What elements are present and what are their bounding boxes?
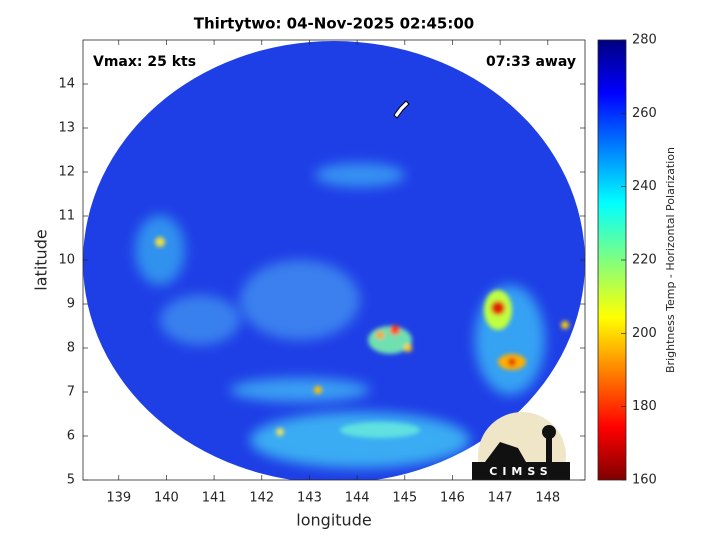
x-tick-label: 144: [345, 491, 370, 506]
image-layer: CIMSS: [83, 41, 585, 480]
x-tick-label: 148: [535, 491, 560, 506]
chart-title: Thirtytwo: 04-Nov-2025 02:45:00: [194, 15, 475, 33]
colorbar-tick-label: 220: [632, 253, 657, 268]
y-axis-label: latitude: [32, 229, 51, 290]
y-tick-label: 9: [67, 297, 75, 312]
x-tick-label: 140: [154, 491, 179, 506]
y-tick-label: 12: [58, 165, 75, 180]
x-tick-label: 143: [297, 491, 322, 506]
y-tick-label: 10: [58, 253, 75, 268]
x-tick-label: 147: [488, 491, 513, 506]
x-tick-label: 146: [440, 491, 465, 506]
x-axis-label: longitude: [296, 511, 371, 530]
x-tick-label: 141: [202, 491, 227, 506]
colorbar-label: Brightness Temp - Horizontal Polarizatio…: [664, 147, 677, 373]
colorbar-tick-label: 280: [632, 33, 657, 48]
y-tick-label: 8: [67, 341, 75, 356]
x-tick-label: 139: [106, 491, 131, 506]
colorbar-tick-label: 240: [632, 179, 657, 194]
x-tick-label: 145: [392, 491, 417, 506]
logo-text: CIMSS: [489, 465, 552, 478]
x-tick-label: 142: [249, 491, 274, 506]
y-tick-label: 6: [67, 429, 75, 444]
y-tick-label: 11: [58, 209, 75, 224]
vmax-annotation: Vmax: 25 kts: [93, 54, 196, 70]
y-tick-label: 14: [58, 77, 75, 92]
colorbar-tick-label: 180: [632, 399, 657, 414]
colorbar-tick-label: 260: [632, 106, 657, 121]
y-tick-label: 5: [67, 473, 75, 488]
cimss-logo: CIMSS: [472, 412, 570, 480]
distance-annotation: 07:33 away: [486, 54, 576, 70]
y-tick-label: 13: [58, 121, 75, 136]
colorbar-tick-label: 160: [632, 473, 657, 488]
colorbar-tick-label: 200: [632, 326, 657, 341]
y-tick-label: 7: [67, 385, 75, 400]
